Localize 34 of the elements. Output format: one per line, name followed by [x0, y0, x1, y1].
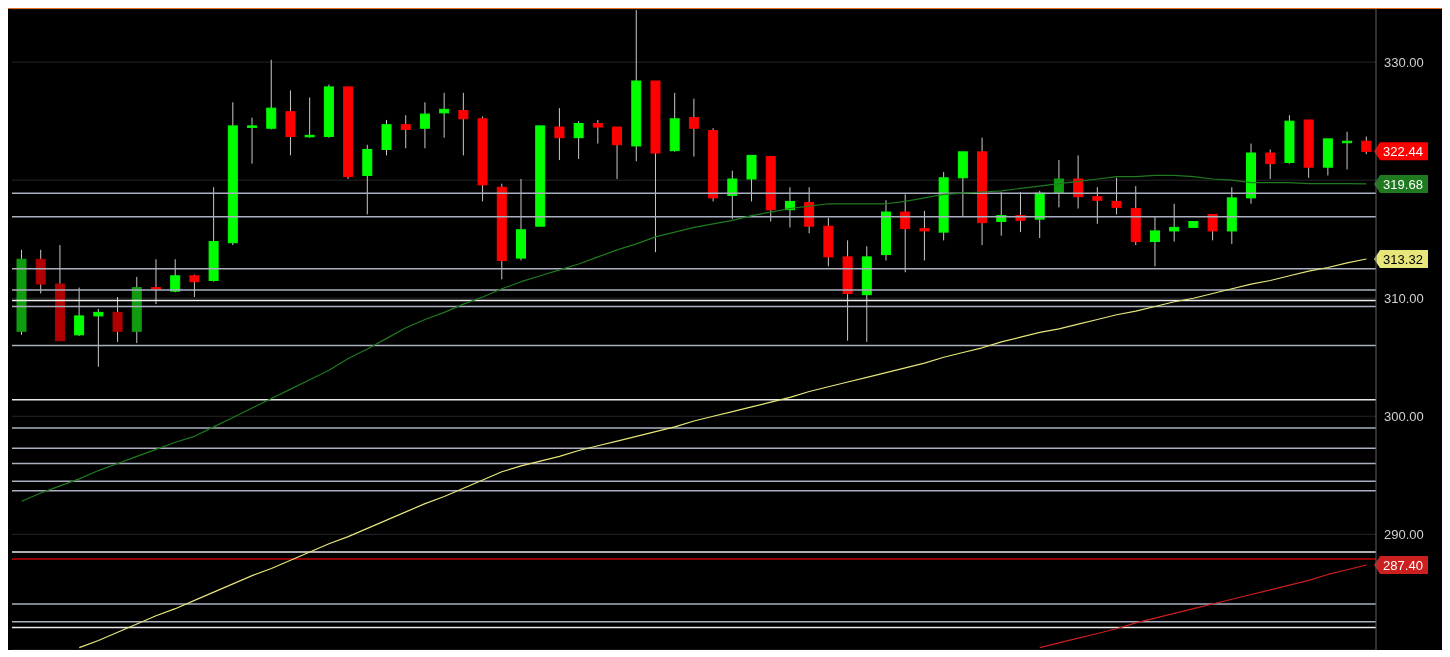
candlestick: [900, 193, 911, 273]
candlestick: [1092, 186, 1103, 225]
candlestick: [1169, 203, 1180, 243]
candlestick: [439, 92, 450, 139]
y-tick-label: 290.00: [1384, 526, 1424, 542]
text: 319.68: [1383, 176, 1423, 192]
line-series: [78, 258, 1367, 649]
y-tick-label: 300.00: [1384, 408, 1424, 424]
line-series: [21, 174, 1367, 502]
candlestick: [1111, 177, 1122, 215]
candlestick: [93, 308, 104, 368]
candlestick: [554, 107, 565, 161]
candlestick: [1265, 148, 1276, 180]
text: 313.32: [1383, 252, 1423, 268]
text: 287.40: [1383, 558, 1423, 574]
candlestick: [919, 210, 930, 261]
candlestick: [458, 92, 469, 156]
candlestick: [247, 117, 258, 165]
candlestick: [727, 170, 738, 220]
candlestick: [419, 101, 430, 149]
line-series: [1039, 564, 1367, 649]
candlestick: [112, 296, 123, 343]
candlestick: [746, 154, 757, 202]
candlestick: [1149, 216, 1160, 267]
candlestick: [74, 287, 85, 337]
text: 322.44: [1383, 144, 1423, 160]
candlestick: [592, 119, 603, 145]
candlestick: [400, 114, 411, 149]
y-tick-label: 310.00: [1384, 290, 1424, 306]
candlestick: [573, 120, 584, 160]
y-tick-label: 330.00: [1384, 54, 1424, 70]
candlestick: [266, 59, 277, 130]
candlestick: [612, 126, 623, 180]
candlestick: [688, 98, 699, 158]
